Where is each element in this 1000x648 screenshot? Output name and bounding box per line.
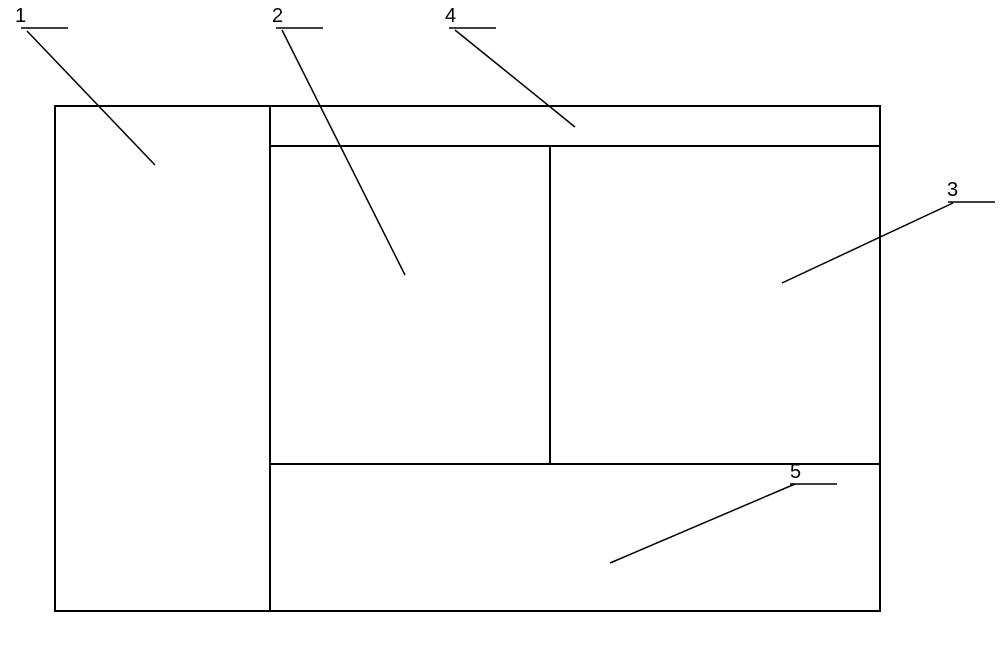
leader-5 (610, 484, 795, 563)
label-1: 1 (15, 5, 26, 28)
label-3: 3 (947, 179, 958, 202)
label-5: 5 (790, 461, 801, 484)
leader-2 (282, 30, 405, 275)
box-1 (55, 106, 270, 611)
box-4 (270, 106, 880, 146)
label-2: 2 (272, 5, 283, 28)
diagram-svg (0, 0, 1000, 648)
leader-4 (455, 30, 575, 127)
outer-box (55, 106, 880, 611)
leader-1 (27, 31, 155, 165)
leader-3 (782, 203, 953, 283)
label-4: 4 (445, 5, 456, 28)
box-2 (270, 146, 550, 464)
box-3 (550, 146, 880, 464)
